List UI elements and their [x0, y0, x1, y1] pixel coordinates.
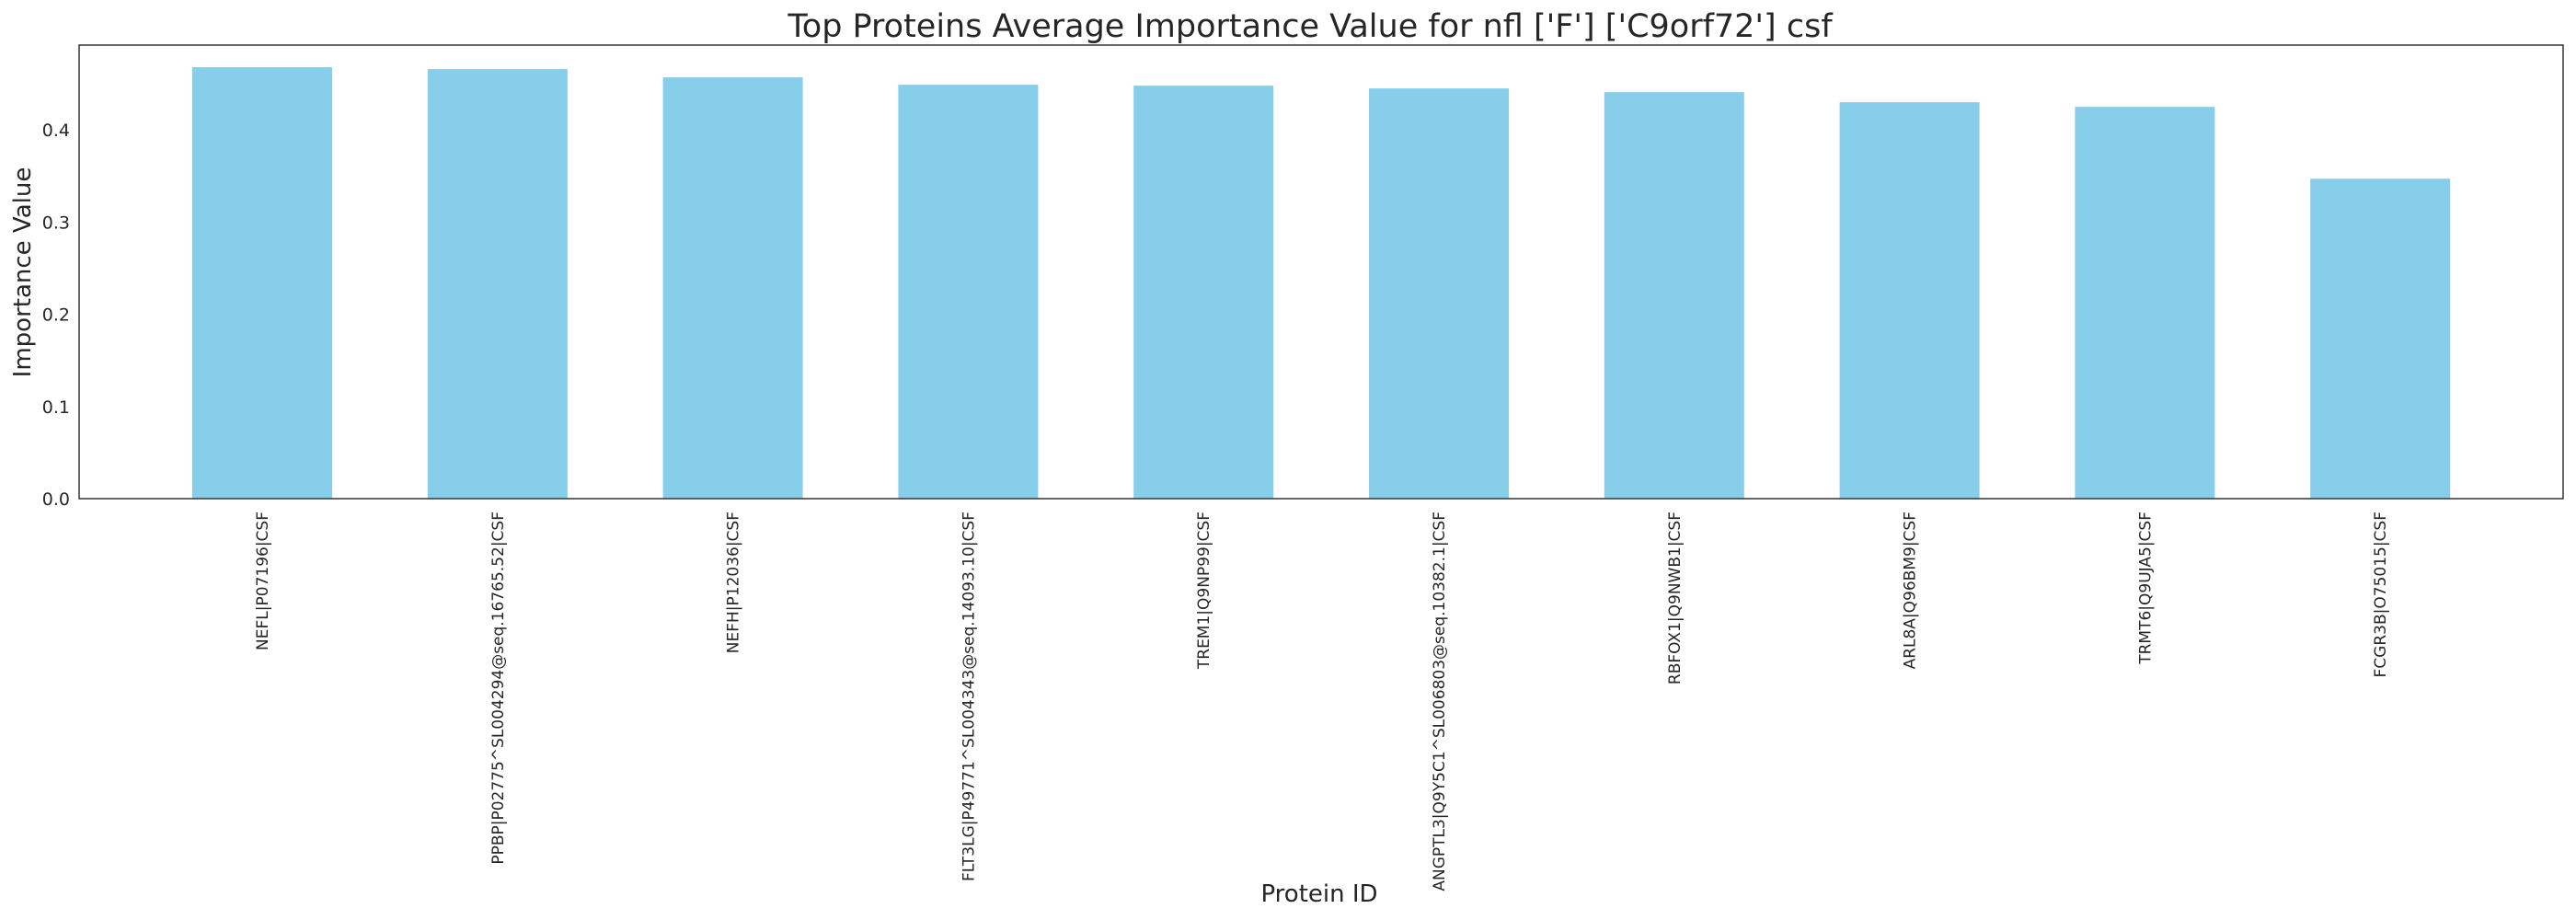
x-tick-label: RBFOX1|Q9NWB1|CSF [1666, 512, 1685, 684]
bar-9 [2075, 107, 2215, 500]
x-axis-ticks: NEFL|P07196|CSF PPBP|P02775^SL004294@seq.… [254, 512, 2390, 891]
bar-10 [2310, 178, 2451, 499]
x-tick-label: FLT3LG|P49771^SL004343@seq.14093.10|CSF [960, 512, 978, 881]
bars-group [192, 67, 2451, 500]
bar-2 [427, 69, 568, 499]
x-tick-label: TREM1|Q9NP99|CSF [1195, 512, 1213, 670]
y-axis-label: Importance Value [9, 167, 37, 378]
chart-title: Top Proteins Average Importance Value fo… [787, 8, 1833, 45]
bar-5 [1133, 86, 1274, 500]
y-tick-label: 0.0 [42, 489, 70, 510]
x-tick-label: PPBP|P02775^SL004294@seq.16765.52|CSF [489, 512, 508, 865]
x-tick-label: ARL8A|Q96BM9|CSF [1902, 512, 1920, 669]
x-tick-label: FCGR3B|O75015|CSF [2372, 512, 2390, 677]
y-tick-label: 0.3 [42, 213, 70, 233]
x-axis-label: Protein ID [1260, 880, 1377, 908]
x-tick-label: ANGPTL3|Q9Y5C1^SL006803@seq.10382.1|CSF [1431, 512, 1449, 891]
bar-3 [662, 77, 803, 499]
y-tick-label: 0.2 [42, 305, 70, 326]
bar-6 [1369, 88, 1509, 500]
y-tick-label: 0.4 [42, 121, 70, 141]
x-tick-label: TRMT6|Q9UJA5|CSF [2136, 512, 2155, 665]
bar-8 [1839, 102, 1980, 500]
bar-7 [1604, 92, 1744, 499]
y-axis-ticks: 0.0 0.1 0.2 0.3 0.4 [42, 121, 70, 510]
y-tick-label: 0.1 [42, 397, 70, 418]
bar-4 [898, 85, 1039, 499]
x-tick-label: NEFL|P07196|CSF [254, 512, 272, 650]
bar-1 [192, 67, 332, 500]
plot-frame [78, 44, 2564, 500]
x-tick-label: NEFH|P12036|CSF [725, 512, 743, 653]
